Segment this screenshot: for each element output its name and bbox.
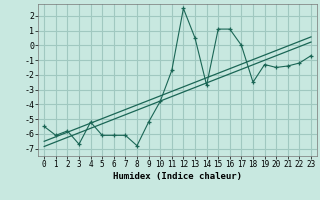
X-axis label: Humidex (Indice chaleur): Humidex (Indice chaleur): [113, 172, 242, 181]
